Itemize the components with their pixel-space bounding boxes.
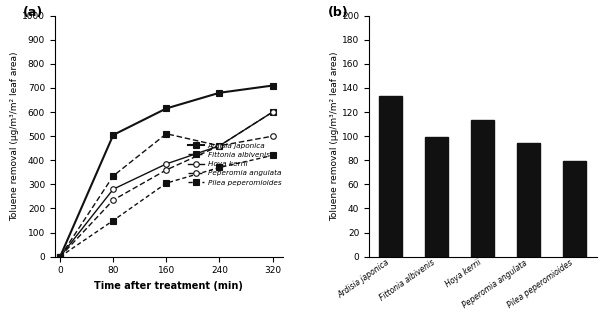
Line: Hoya kerrii: Hoya kerrii xyxy=(57,109,275,259)
Ardisia japonica xyxy=(269,84,276,87)
Fittonia albivenis xyxy=(110,174,117,178)
Peperomia angulata xyxy=(269,134,276,138)
Ardisia japonica xyxy=(216,91,223,95)
Line: Pilea peperomioides: Pilea peperomioides xyxy=(57,153,275,259)
Fittonia albivenis xyxy=(57,255,64,259)
X-axis label: Time after treatment (min): Time after treatment (min) xyxy=(94,281,243,291)
Fittonia albivenis xyxy=(216,144,223,148)
Line: Ardisia japonica: Ardisia japonica xyxy=(57,83,275,259)
Peperomia angulata xyxy=(163,168,170,172)
Fittonia albivenis xyxy=(163,132,170,136)
Bar xyxy=(426,137,448,257)
Peperomia angulata xyxy=(110,198,117,202)
Y-axis label: Toluene removal (μg/m³/m² leaf area): Toluene removal (μg/m³/m² leaf area) xyxy=(10,51,19,221)
Bar xyxy=(471,121,495,257)
Ardisia japonica xyxy=(57,255,64,259)
Pilea peperomioides xyxy=(163,181,170,185)
Peperomia angulata xyxy=(57,255,64,259)
Line: Peperomia angulata: Peperomia angulata xyxy=(57,133,275,259)
Bar xyxy=(379,96,403,257)
Legend: Ardisia japonica, Fittonia albivenis, Hoya kerrii, Peperomia angulata, Pilea pep: Ardisia japonica, Fittonia albivenis, Ho… xyxy=(188,143,281,186)
Hoya kerrii xyxy=(269,110,276,114)
Hoya kerrii xyxy=(163,162,170,166)
Peperomia angulata xyxy=(216,144,223,148)
Hoya kerrii xyxy=(216,144,223,148)
Pilea peperomioides xyxy=(216,166,223,169)
Text: (b): (b) xyxy=(328,6,349,19)
Hoya kerrii xyxy=(110,187,117,191)
Bar xyxy=(563,162,586,257)
Ardisia japonica xyxy=(163,106,170,110)
Pilea peperomioides xyxy=(110,219,117,223)
Y-axis label: Toluene removal (μg/m³/m² leaf area): Toluene removal (μg/m³/m² leaf area) xyxy=(330,51,339,221)
Bar xyxy=(518,143,540,257)
Text: (a): (a) xyxy=(23,6,43,19)
Fittonia albivenis xyxy=(269,110,276,114)
Line: Fittonia albivenis: Fittonia albivenis xyxy=(57,109,275,259)
Ardisia japonica xyxy=(110,133,117,137)
Pilea peperomioides xyxy=(269,154,276,157)
Pilea peperomioides xyxy=(57,255,64,259)
Hoya kerrii xyxy=(57,255,64,259)
